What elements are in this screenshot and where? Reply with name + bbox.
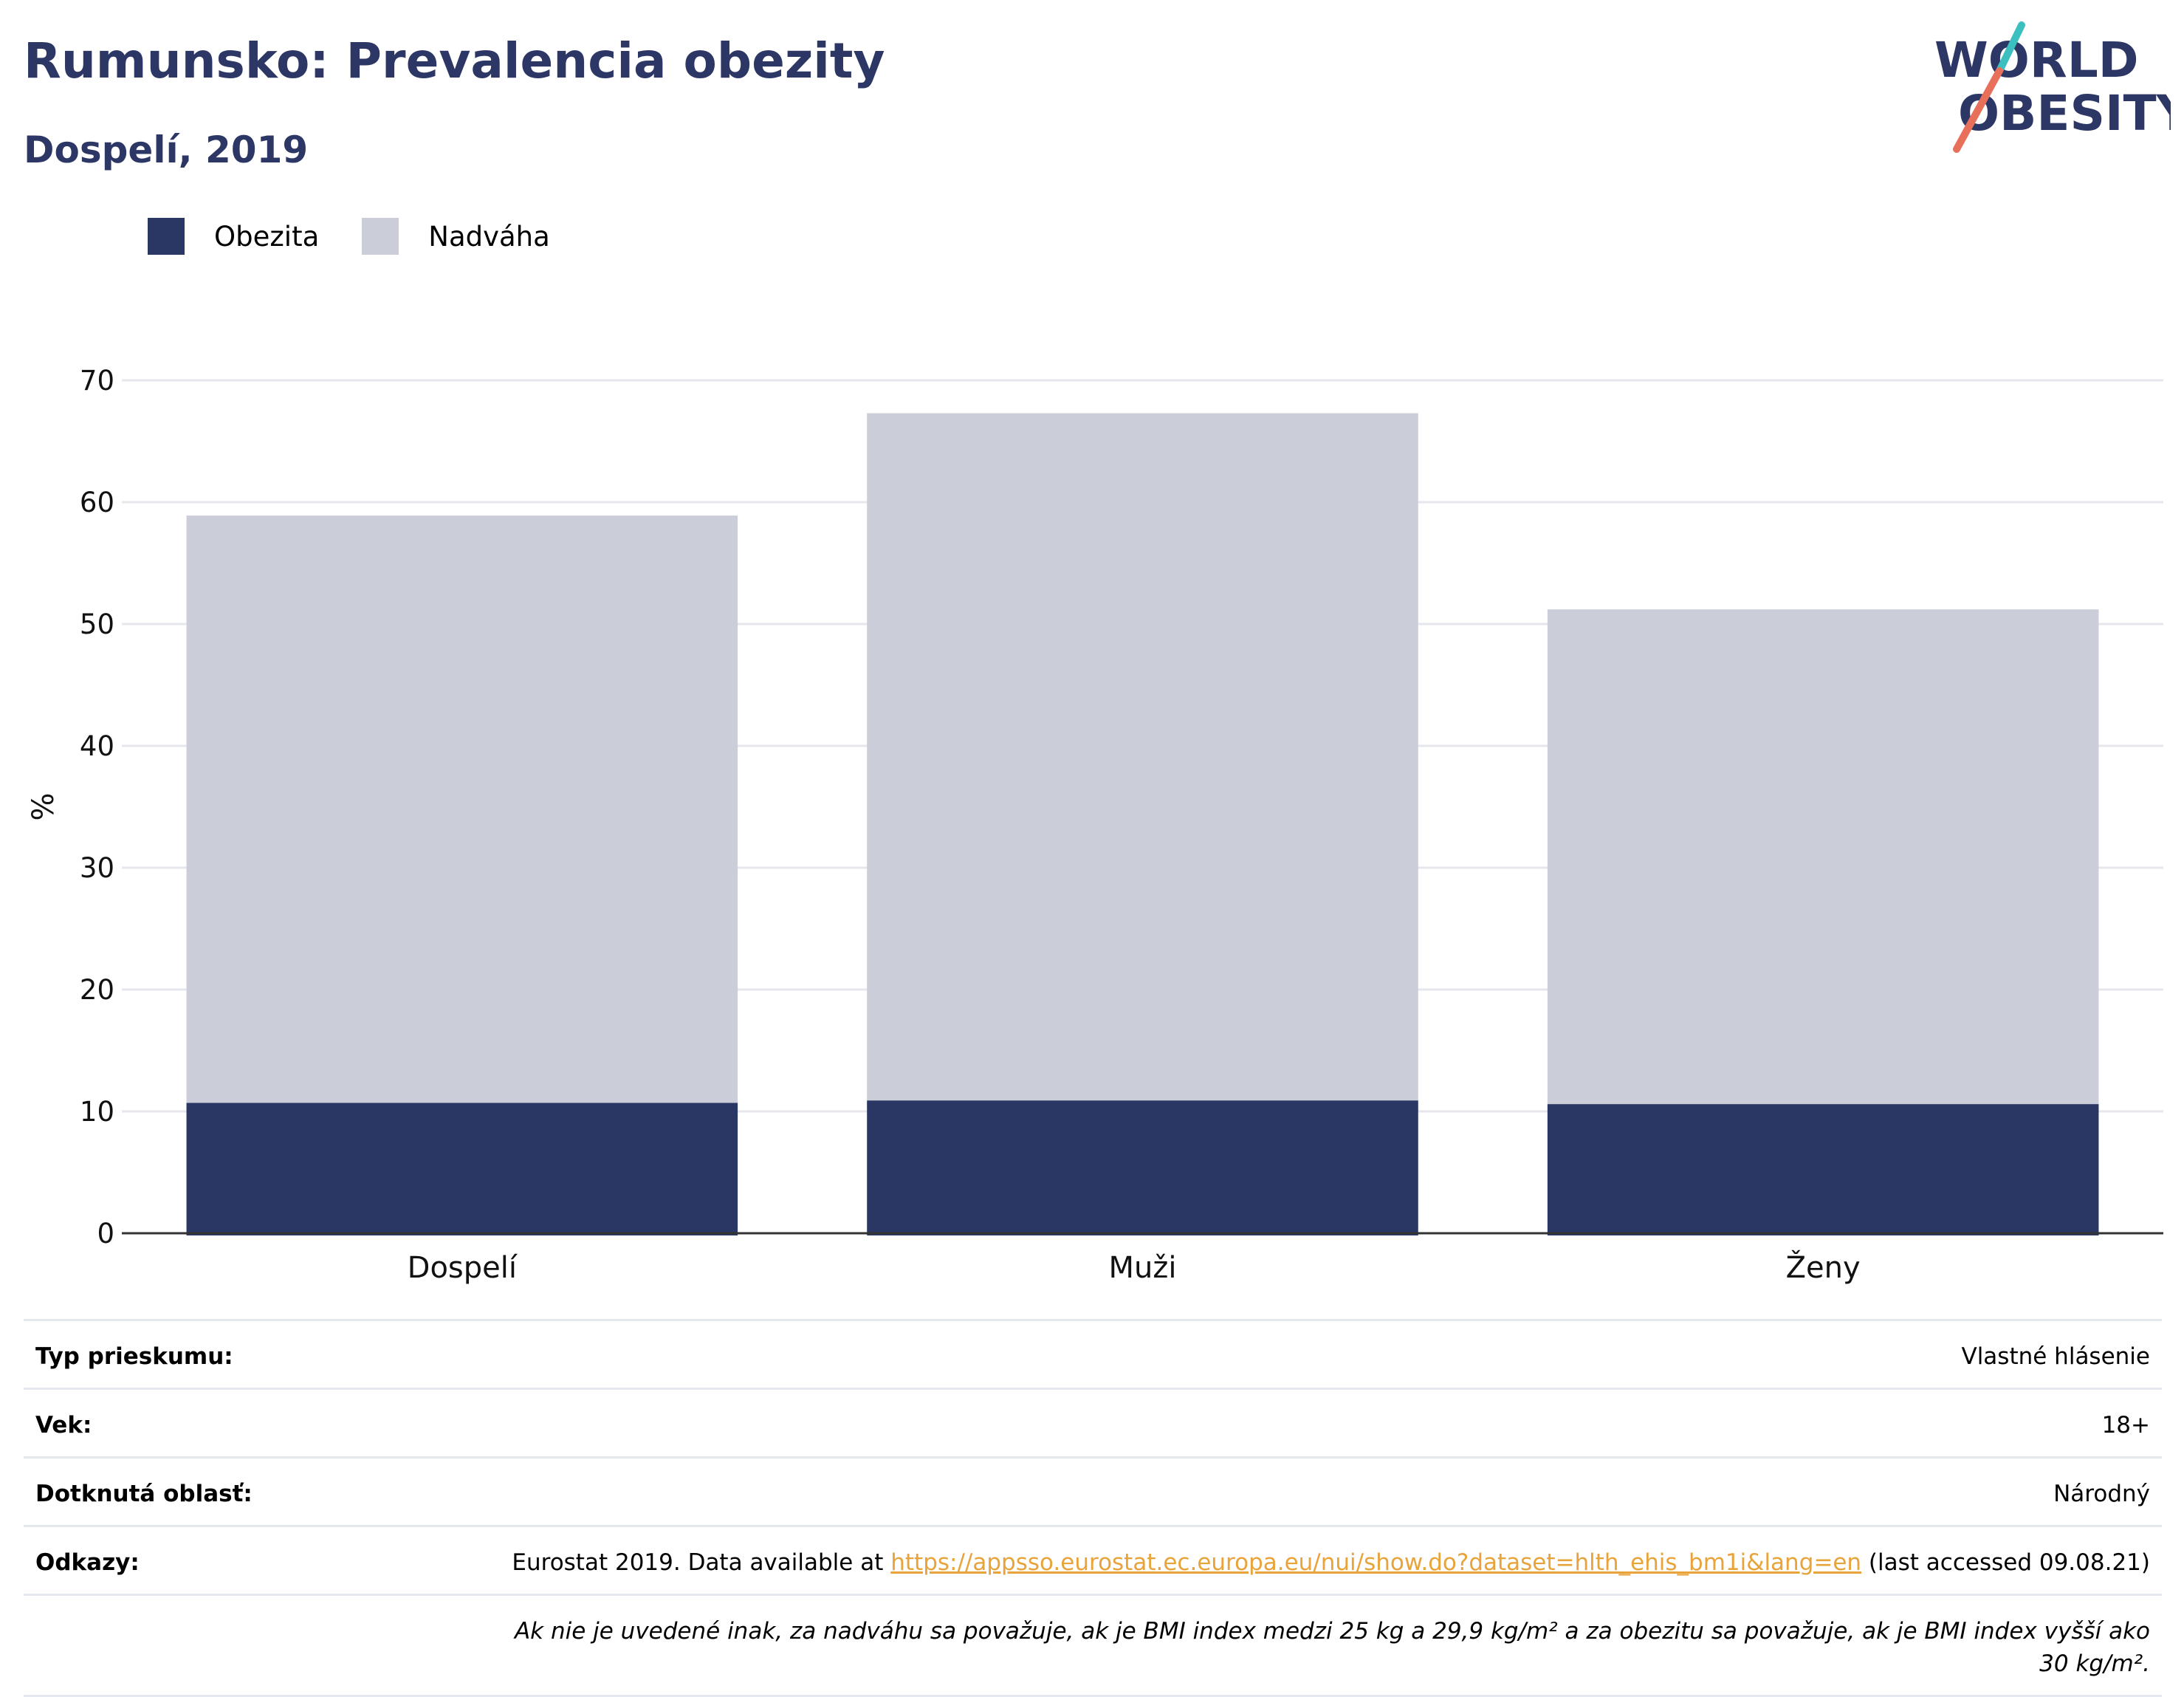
info-row-note: Ak nie je uvedené inak, za nadváhu sa po…	[24, 1594, 2162, 1697]
logo-slash-top	[1996, 21, 2025, 75]
bmi-definition-note: Ak nie je uvedené inak, za nadváhu sa po…	[514, 1618, 2150, 1677]
info-row-age: Vek: 18+	[24, 1388, 2162, 1456]
age-label: Vek:	[35, 1412, 92, 1439]
references-value: Eurostat 2019. Data available at https:/…	[512, 1546, 2150, 1579]
bar-obesity-2	[1547, 1104, 2099, 1235]
references-prefix: Eurostat 2019. Data available at	[512, 1549, 891, 1576]
bar-overweight-1	[867, 413, 1418, 1101]
legend-label-overweight: Nadváha	[428, 220, 550, 253]
y-tick-label-70: 70	[80, 365, 114, 397]
area-value: Národný	[2053, 1481, 2150, 1507]
y-tick-label-20: 20	[80, 974, 114, 1006]
survey-type-value: Vlastné hlásenie	[1961, 1343, 2150, 1370]
y-tick-label-40: 40	[80, 730, 114, 762]
y-tick-label-50: 50	[80, 608, 114, 640]
info-row-references: Odkazy: Eurostat 2019. Data available at…	[24, 1525, 2162, 1594]
info-table: Typ prieskumu: Vlastné hlásenie Vek: 18+…	[24, 1319, 2162, 1697]
logo-line-1: WORLD	[1934, 32, 2139, 89]
y-tick-label-0: 0	[97, 1218, 114, 1249]
legend-swatch-overweight	[362, 218, 399, 255]
legend-item-overweight[interactable]: Nadváha	[362, 218, 550, 255]
y-tick-label-60: 60	[80, 487, 114, 518]
chart-legend: Obezita Nadváha	[148, 218, 593, 255]
eurostat-link[interactable]: https://appsso.eurostat.ec.europa.eu/nui…	[890, 1549, 1862, 1576]
y-tick-label-10: 10	[80, 1096, 114, 1128]
logo-line-2: OBESITY	[1958, 85, 2171, 142]
y-axis-title: %	[27, 792, 61, 820]
chart-title: Rumunsko: Prevalencia obezity	[24, 32, 885, 89]
age-value: 18+	[2101, 1412, 2150, 1439]
references-label: Odkazy:	[35, 1549, 140, 1576]
y-tick-label-30: 30	[80, 852, 114, 884]
bar-obesity-1	[867, 1100, 1418, 1235]
bar-overweight-2	[1547, 609, 2099, 1105]
world-obesity-logo: WORLD OBESITY	[1934, 21, 2171, 153]
legend-swatch-obesity	[148, 218, 185, 255]
bar-overweight-0	[186, 515, 738, 1103]
x-tick-label-2: Ženy	[1786, 1249, 1861, 1285]
legend-label-obesity: Obezita	[214, 220, 320, 253]
references-suffix: (last accessed 09.08.21)	[1861, 1549, 2150, 1576]
legend-item-obesity[interactable]: Obezita	[148, 218, 319, 255]
info-row-area: Dotknutá oblasť: Národný	[24, 1456, 2162, 1525]
area-label: Dotknutá oblasť:	[35, 1481, 253, 1507]
survey-type-label: Typ prieskumu:	[35, 1343, 233, 1370]
x-tick-label-0: Dospelí	[408, 1251, 518, 1285]
x-tick-label-1: Muži	[1109, 1251, 1177, 1285]
bar-obesity-0	[186, 1103, 738, 1235]
logo-slash-bottom	[1953, 67, 2003, 153]
info-row-survey: Typ prieskumu: Vlastné hlásenie	[24, 1319, 2162, 1388]
stacked-bar-chart: 0 10 20 30 40 50 60 70% Dospelí Muži Ženy	[27, 365, 2163, 1285]
chart-subtitle: Dospelí, 2019	[24, 128, 309, 171]
